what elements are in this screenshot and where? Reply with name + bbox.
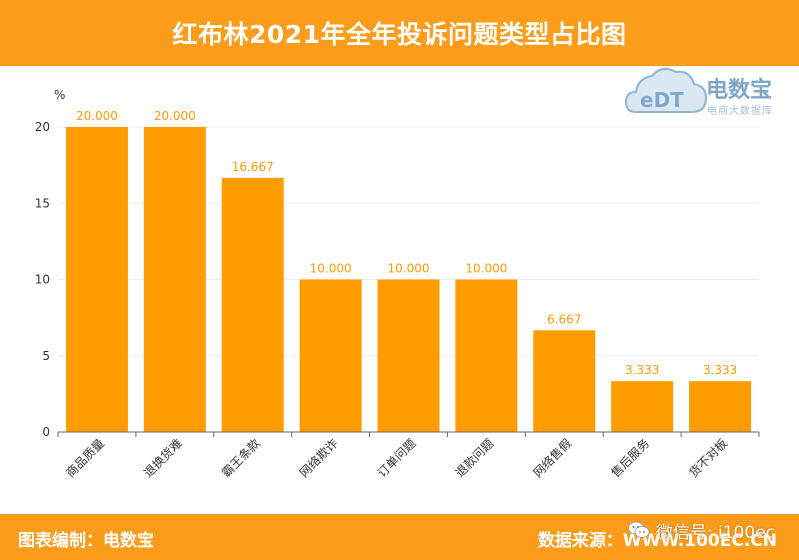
cloud-logo-icon: eDT	[624, 67, 708, 113]
x-tick-label: 商品质量	[63, 436, 108, 481]
brand-subtitle: 电商大数据库	[707, 106, 773, 117]
bar	[377, 279, 440, 432]
y-tick-label: 0	[42, 425, 50, 439]
bar	[689, 381, 752, 432]
x-tick-label: 货不对板	[686, 436, 731, 481]
x-tick-label: 订单问题	[375, 436, 419, 480]
y-tick-label: 20	[35, 120, 50, 134]
chart-title-banner: 红布林2021年全年投诉问题类型占比图	[0, 0, 799, 66]
y-tick-label: 5	[42, 349, 50, 363]
data-label: 3.333	[625, 363, 659, 377]
footer-credit: 图表编制：电数宝	[18, 531, 154, 551]
bar-chart: 0 5 10 15 20% 20.000 商品质量 20.000 退换货难 16.667 霸王条款 1…	[35, 88, 760, 481]
data-label: 20.000	[154, 109, 196, 123]
data-label: 20.000	[76, 109, 118, 123]
brand-name: 电数宝	[706, 78, 773, 103]
chart-title: 红布林2021年全年投诉问题类型占比图	[172, 20, 627, 49]
bar	[299, 279, 362, 432]
x-tick-label: 网络欺诈	[296, 436, 341, 481]
y-tick-label: 10	[35, 273, 50, 287]
brand-logo: eDT 电数宝 电商大数据库	[624, 62, 794, 124]
data-label: 10.000	[310, 262, 352, 276]
bar	[65, 127, 128, 432]
x-tick-label: 霸王条款	[219, 436, 263, 480]
footer-source: 数据来源：WWW.100EC.CN	[537, 531, 777, 551]
data-label: 3.333	[703, 363, 737, 377]
bar	[533, 330, 596, 432]
data-label: 10.000	[465, 262, 507, 276]
watermark-text: 微信号: i100ec	[655, 522, 775, 543]
bar	[221, 177, 284, 432]
wechat-icon	[627, 521, 650, 538]
y-tick-label: 15	[35, 196, 50, 210]
x-tick-label: 退款问题	[453, 436, 497, 480]
x-tick-label: 退换货难	[140, 436, 185, 481]
wechat-watermark: 微信号: i100ec	[627, 517, 775, 543]
logo-mark-text: eDT	[640, 88, 684, 112]
y-axis-label: %	[54, 88, 65, 102]
footer-bar: 图表编制：电数宝 数据来源：WWW.100EC.CN	[0, 514, 799, 560]
data-label: 6.667	[547, 312, 581, 326]
bar	[455, 279, 518, 432]
x-tick-label: 网络售假	[530, 436, 575, 481]
bar	[611, 381, 674, 432]
data-label: 16.667	[232, 160, 274, 174]
data-label: 10.000	[388, 262, 430, 276]
bar	[143, 127, 206, 432]
x-tick-label: 售后服务	[608, 436, 653, 481]
